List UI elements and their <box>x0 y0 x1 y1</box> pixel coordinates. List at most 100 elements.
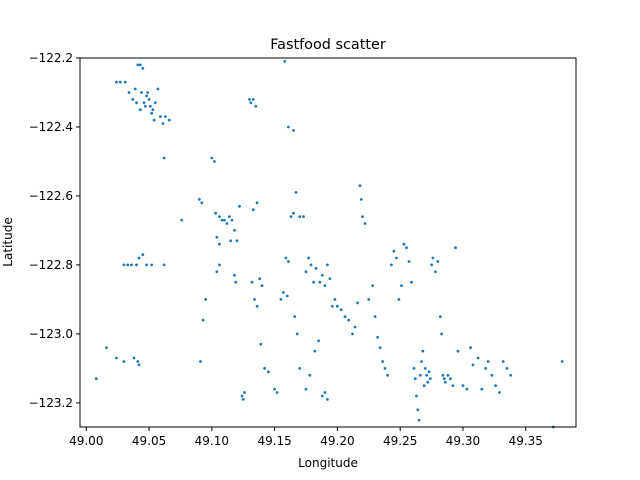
scatter-point <box>509 373 513 377</box>
scatter-point <box>410 280 413 284</box>
scatter-point <box>444 380 447 384</box>
scatter-point <box>164 115 167 118</box>
scatter-point <box>412 367 416 370</box>
y-tick-label: −123.2 <box>29 396 73 410</box>
scatter-point <box>228 215 231 219</box>
scatter-point <box>298 367 302 370</box>
y-axis: −122.2 −122.4 −122.6 −122.8 −123.0 −123.2 <box>29 51 80 410</box>
scatter-point <box>251 208 255 212</box>
scatter-point <box>298 215 302 219</box>
scatter-point <box>292 129 295 132</box>
scatter-point <box>430 263 433 267</box>
scatter-point <box>94 377 98 381</box>
scatter-point <box>434 270 437 274</box>
scatter-point <box>218 263 221 267</box>
scatter-point <box>336 304 339 308</box>
scatter-point <box>323 391 327 394</box>
scatter-point <box>153 101 157 105</box>
scatter-point <box>422 384 426 387</box>
scatter-point <box>140 91 143 94</box>
scatter-point <box>421 349 425 353</box>
scatter-point <box>235 239 239 243</box>
scatter-point <box>213 160 216 163</box>
scatter-point <box>260 284 264 287</box>
scatter-point <box>456 349 460 353</box>
scatter-point <box>248 98 251 101</box>
scatter-point <box>250 280 254 284</box>
scatter-point <box>131 98 135 101</box>
scatter-point <box>201 318 205 322</box>
scatter-point <box>339 308 343 312</box>
scatter-point <box>234 280 238 284</box>
scatter-point <box>223 218 226 222</box>
scatter-point <box>287 260 290 263</box>
scatter-point <box>307 256 310 260</box>
scatter-point <box>302 215 305 219</box>
scatter-point <box>314 267 318 270</box>
scatter-point <box>230 218 234 222</box>
x-tick-label: 49.30 <box>446 434 480 448</box>
scatter-point <box>162 263 166 267</box>
scatter-point <box>390 263 393 267</box>
scatter-point <box>126 263 130 267</box>
x-tick-label: 49.20 <box>320 434 354 448</box>
scatter-point <box>436 260 440 263</box>
scatter-point <box>240 394 244 398</box>
scatter-point <box>418 373 422 377</box>
scatter-point <box>287 125 290 129</box>
scatter-point <box>161 122 165 125</box>
scatter-point <box>136 63 140 67</box>
scatter-point <box>214 211 218 215</box>
scatter-point <box>465 387 469 391</box>
scatter-point <box>225 222 229 225</box>
scatter-point <box>255 304 259 308</box>
scatter-point <box>431 256 435 260</box>
scatter-point <box>371 284 374 287</box>
scatter-point <box>425 373 428 377</box>
scatter-point <box>293 315 297 318</box>
scatter-point <box>400 284 403 287</box>
scatter-point <box>402 242 406 246</box>
scatter-point <box>233 229 236 232</box>
scatter-point <box>323 284 327 287</box>
scatter-point <box>295 332 299 336</box>
scatter-point <box>376 335 379 339</box>
scatter-point <box>442 377 446 381</box>
scatter-point <box>199 360 202 363</box>
scatter-point <box>498 391 501 394</box>
scatter-point <box>127 91 131 94</box>
scatter-point <box>292 211 295 215</box>
scatter-point <box>204 298 208 301</box>
scatter-point <box>132 356 136 360</box>
scatter-point <box>343 315 347 318</box>
scatter-point <box>351 332 354 336</box>
scatter-point <box>152 118 156 122</box>
scatter-point <box>136 360 140 363</box>
scatter-point <box>373 315 377 318</box>
scatter-point <box>320 394 324 398</box>
scatter-point <box>243 391 246 394</box>
scatter-point <box>123 80 127 84</box>
scatter-point <box>333 298 337 301</box>
scatter-point <box>505 367 509 370</box>
scatter-point <box>440 332 443 336</box>
scatter-point <box>180 218 184 222</box>
scatter-point <box>397 298 401 301</box>
scatter-point <box>415 394 418 398</box>
scatter-point <box>361 215 364 219</box>
scatter-point <box>141 66 145 70</box>
scatter-point <box>358 184 362 188</box>
scatter-point <box>454 246 457 250</box>
scatter-point <box>133 87 137 91</box>
scatter-point <box>142 101 146 105</box>
plot-frame <box>79 57 577 428</box>
scatter-point <box>220 218 224 222</box>
scatter-point <box>150 263 154 267</box>
scatter-point <box>273 387 276 391</box>
scatter-point <box>304 387 308 391</box>
scatter-point <box>386 373 389 377</box>
y-tick-label: −122.2 <box>29 51 73 65</box>
scatter-point <box>320 273 324 277</box>
scatter-point <box>254 104 258 108</box>
